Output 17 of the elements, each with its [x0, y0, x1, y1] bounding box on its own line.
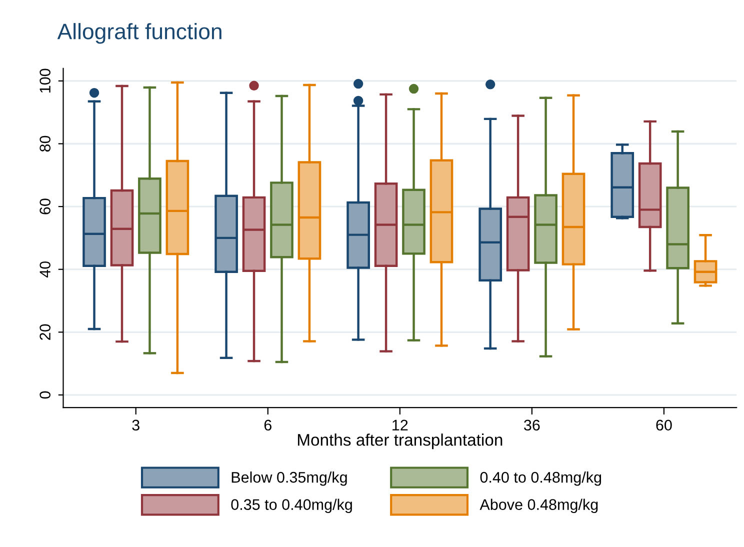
x-tick-label: 60 — [656, 420, 672, 431]
legend-label: Below 0.35mg/kg — [232, 472, 347, 486]
y-tick-label: 100 — [40, 68, 50, 93]
x-tick-label: 6 — [264, 420, 272, 431]
chart-title: Allograft function — [57, 23, 222, 44]
y-tick-label: 20 — [40, 324, 50, 340]
legend-label: 0.35 to 0.40mg/kg — [231, 498, 352, 514]
legend-label: Above 0.48mg/kg — [480, 498, 598, 514]
x-tick-label: 36 — [524, 420, 540, 431]
x-tick-label: 12 — [392, 420, 408, 430]
y-tick-label: 60 — [40, 198, 50, 214]
legend-label: 0.40 to 0.48mg/kg — [480, 472, 602, 486]
y-tick-label: 80 — [40, 136, 50, 152]
y-tick-label: 40 — [40, 261, 50, 278]
x-tick-label: 3 — [132, 420, 140, 431]
y-tick-label: 0 — [40, 391, 50, 399]
x-axis-title: Months after transplantation — [298, 434, 502, 450]
